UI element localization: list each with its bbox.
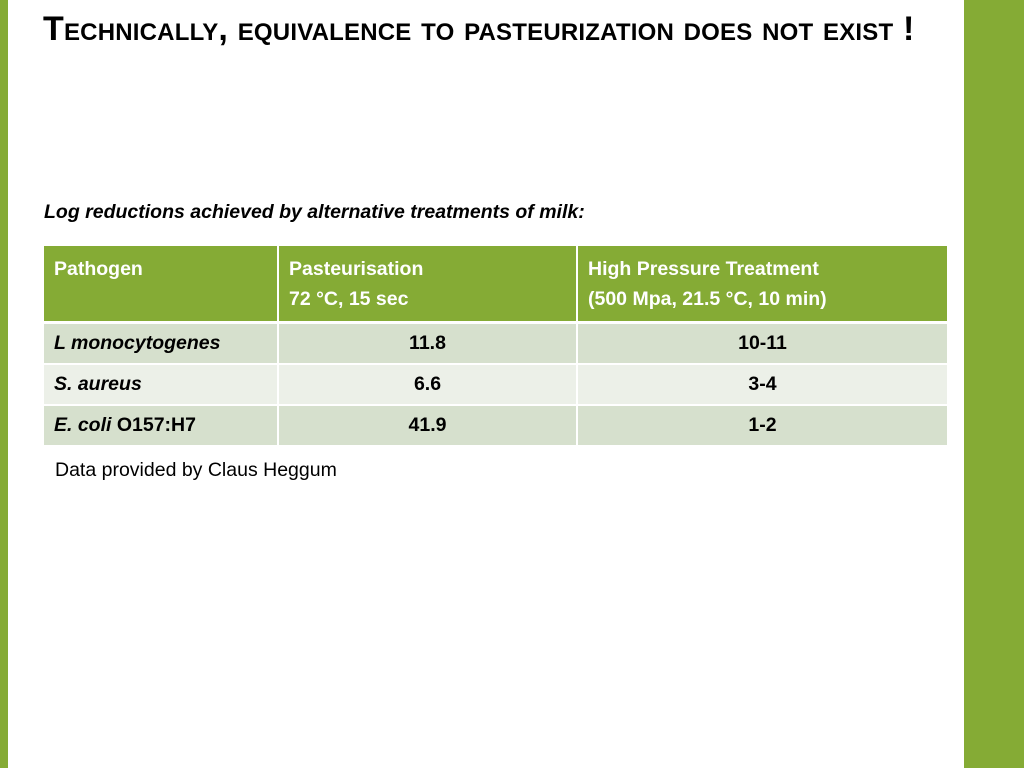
pasteurisation-value: 41.9: [278, 404, 578, 447]
header-high-pressure-label: High Pressure Treatment: [588, 258, 819, 280]
pathogen-name: S. aureus: [54, 373, 142, 395]
pathogen-name: E. coli: [54, 414, 112, 436]
header-pasteurisation-conditions: 72 °C, 15 sec: [289, 288, 409, 310]
high-pressure-value: 3-4: [577, 363, 947, 406]
table-header-row: Pathogen Pasteurisation 72 °C, 15 sec Hi…: [44, 246, 947, 324]
slide-title: Technically, equivalence to pasteurizati…: [43, 10, 915, 48]
header-pathogen-label: Pathogen: [54, 258, 143, 280]
header-pasteurisation-label: Pasteurisation: [289, 258, 424, 280]
header-pathogen: Pathogen: [44, 246, 279, 324]
high-pressure-value: 1-2: [577, 404, 947, 447]
pathogen-cell: S. aureus: [44, 363, 279, 406]
header-pasteurisation: Pasteurisation 72 °C, 15 sec: [278, 246, 578, 324]
table-caption: Log reductions achieved by alternative t…: [44, 201, 585, 223]
pathogen-cell: L monocytogenes: [44, 322, 279, 365]
pasteurisation-value: 11.8: [278, 322, 578, 365]
pathogen-cell: E. coli O157:H7: [44, 404, 279, 447]
table-row: E. coli O157:H7 41.9 1-2: [44, 404, 947, 447]
left-accent-bar: [0, 0, 8, 768]
high-pressure-value: 10-11: [577, 322, 947, 365]
header-high-pressure: High Pressure Treatment (500 Mpa, 21.5 °…: [577, 246, 947, 324]
pathogen-name: L monocytogenes: [54, 332, 221, 355]
header-high-pressure-conditions: (500 Mpa, 21.5 °C, 10 min): [588, 288, 827, 310]
pasteurisation-value: 6.6: [278, 363, 578, 406]
pathogen-strain: O157:H7: [111, 414, 196, 436]
source-note: Data provided by Claus Heggum: [55, 459, 337, 481]
log-reduction-table: Pathogen Pasteurisation 72 °C, 15 sec Hi…: [44, 246, 947, 447]
table-row: L monocytogenes 11.8 10-11: [44, 322, 947, 365]
table-row: S. aureus 6.6 3-4: [44, 363, 947, 406]
right-accent-bar: [964, 0, 1024, 768]
